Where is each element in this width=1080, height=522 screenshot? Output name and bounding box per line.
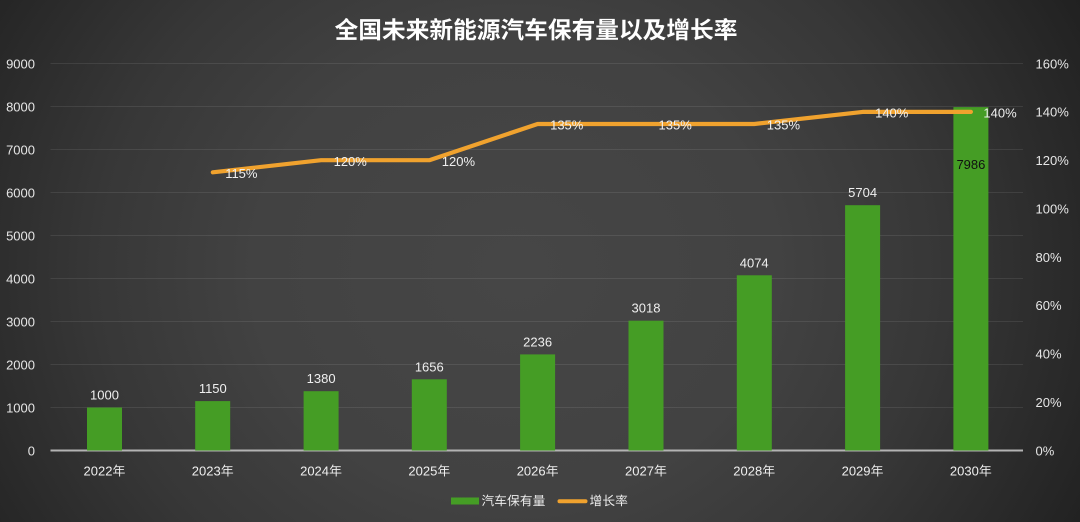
svg-text:3000: 3000	[6, 314, 35, 329]
svg-text:1000: 1000	[6, 400, 35, 415]
svg-text:135%: 135%	[767, 118, 801, 133]
svg-text:40%: 40%	[1036, 347, 1062, 362]
svg-text:140%: 140%	[1036, 105, 1070, 120]
svg-text:100%: 100%	[1036, 201, 1070, 216]
svg-text:2024: 2024	[300, 464, 329, 479]
svg-text:135%: 135%	[659, 118, 693, 133]
svg-text:2025: 2025	[408, 464, 437, 479]
svg-text:1150: 1150	[199, 381, 227, 396]
svg-text:120%: 120%	[442, 154, 476, 169]
svg-text:2030: 2030	[950, 464, 979, 479]
svg-text:140%: 140%	[875, 106, 909, 121]
svg-text:140%: 140%	[983, 106, 1017, 121]
svg-text:2022: 2022	[84, 464, 113, 479]
svg-text:0: 0	[28, 443, 35, 458]
svg-text:120%: 120%	[334, 154, 368, 169]
svg-text:160%: 160%	[1036, 56, 1070, 71]
svg-text:2026: 2026	[517, 464, 546, 479]
svg-text:2000: 2000	[6, 357, 35, 372]
svg-text:2028: 2028	[733, 464, 762, 479]
svg-text:2029: 2029	[842, 464, 871, 479]
svg-text:8000: 8000	[6, 99, 35, 114]
svg-text:115%: 115%	[225, 166, 258, 181]
svg-text:0%: 0%	[1036, 443, 1055, 458]
svg-text:7000: 7000	[6, 142, 35, 157]
svg-text:1000: 1000	[90, 388, 119, 403]
svg-text:5000: 5000	[6, 228, 35, 243]
svg-text:2027: 2027	[625, 464, 654, 479]
svg-text:20%: 20%	[1036, 395, 1062, 410]
svg-text:7986: 7986	[956, 157, 985, 172]
svg-text:135%: 135%	[550, 118, 584, 133]
svg-text:1656: 1656	[415, 359, 444, 374]
svg-text:5704: 5704	[848, 185, 877, 200]
svg-text:4074: 4074	[740, 255, 769, 270]
svg-text:2023: 2023	[192, 464, 221, 479]
svg-text:120%: 120%	[1036, 153, 1070, 168]
svg-text:9000: 9000	[6, 56, 35, 71]
svg-text:3018: 3018	[632, 301, 661, 316]
svg-text:2236: 2236	[523, 334, 552, 349]
svg-text:1380: 1380	[307, 371, 336, 386]
svg-text:80%: 80%	[1036, 250, 1062, 265]
svg-text:4000: 4000	[6, 271, 35, 286]
svg-text:6000: 6000	[6, 185, 35, 200]
svg-text:60%: 60%	[1036, 298, 1062, 313]
